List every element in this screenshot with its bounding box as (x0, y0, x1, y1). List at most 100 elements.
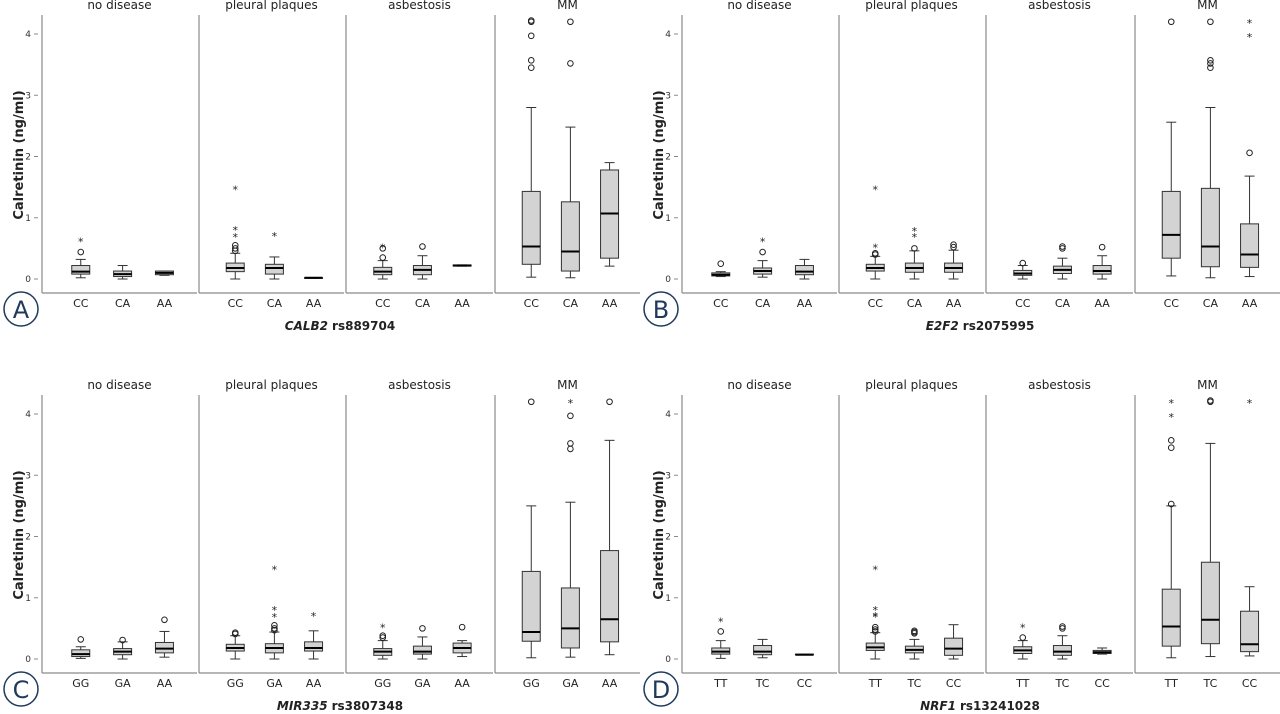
extreme-point: * (1247, 397, 1253, 410)
genotype-label: GA (266, 677, 283, 690)
genotype-label: GG (374, 677, 391, 690)
extreme-point: * (1169, 397, 1175, 410)
facet-title: no disease (87, 378, 151, 392)
box-CC: *** (225, 183, 245, 280)
box-iqr (304, 641, 324, 652)
y-tick-label: 4 (665, 410, 671, 420)
genotype-label: AA (602, 297, 618, 310)
box-GA: *** (264, 563, 284, 660)
genotype-label: TC (1055, 677, 1070, 690)
snp-id: rs13241028 (960, 699, 1040, 710)
box-CC: * (373, 242, 393, 280)
extreme-point: * (873, 610, 879, 623)
outlier-point (1059, 623, 1066, 630)
outlier-point (871, 623, 879, 631)
x-axis-label: MIR335 rs3807348 (277, 699, 403, 710)
outlier-point (1246, 149, 1253, 157)
extreme-point: * (380, 622, 386, 635)
genotype-label: AA (157, 677, 173, 690)
box-GG (225, 629, 245, 660)
box-iqr (1161, 588, 1181, 647)
genotype-label: CC (228, 297, 244, 310)
y-tick-label: 3 (665, 91, 671, 101)
outlier-point (379, 245, 387, 252)
facet-title: pleural plaques (865, 0, 958, 12)
facet-title: asbestosis (388, 0, 451, 12)
box-AA (154, 270, 174, 276)
facet-title: MM (1197, 0, 1218, 12)
genotype-label: CA (115, 297, 131, 310)
gene-name: E2F2 (926, 319, 959, 333)
y-axis-label: Calretinin (ng/ml) (12, 90, 27, 219)
outlier-point (1167, 444, 1175, 451)
box-AA (600, 162, 620, 267)
extreme-point: * (272, 563, 278, 576)
x-axis-label: NRF1 rs13241028 (920, 699, 1040, 710)
extreme-point: * (233, 231, 239, 244)
box-AA: * (304, 610, 324, 660)
genotype-label: TC (755, 677, 770, 690)
genotype-label: TT (713, 677, 728, 690)
genotype-label: CA (1055, 297, 1071, 310)
genotype-label: CC (797, 677, 813, 690)
genotype-label: CC (73, 297, 89, 310)
box-AA (452, 264, 472, 267)
genotype-label: TT (868, 677, 883, 690)
outlier-point (231, 242, 239, 249)
box-CC: * (1240, 397, 1260, 657)
facet-pleural-plaques: pleural plaques**CC**CA AA (838, 0, 984, 310)
outlier-point (1167, 18, 1175, 26)
box-iqr (794, 265, 814, 276)
genotype-label: GA (115, 677, 132, 690)
chart-panel-b: Calretinin (ng/ml) 0 1 2 3 4 no disease CC * CA AA… (643, 0, 1280, 333)
y-tick-label: 3 (25, 91, 31, 101)
extreme-point: * (272, 230, 278, 243)
genotype-label: AA (306, 677, 322, 690)
genotype-label: CC (868, 297, 884, 310)
box-TC (904, 627, 924, 660)
facet-no-disease: no disease CC * CA AA (681, 0, 837, 310)
box-iqr (1200, 187, 1220, 268)
facet-asbestosis: asbestosis * TT TC CC (985, 378, 1133, 690)
genotype-label: GA (562, 677, 579, 690)
outlier-point (1167, 500, 1175, 508)
panel-label-circle (643, 671, 679, 707)
outlier-point (1019, 634, 1027, 641)
genotype-label: CA (563, 297, 579, 310)
outlier-point (950, 241, 957, 248)
box-iqr (71, 265, 91, 275)
outlier-point (527, 64, 535, 71)
outlier-point (567, 60, 574, 67)
outlier-point (419, 625, 426, 632)
extreme-point: * (912, 225, 918, 238)
genotype-label: AA (454, 297, 470, 310)
box-GA (113, 636, 133, 660)
y-tick-label: 1 (25, 594, 31, 604)
panel-label: A (13, 296, 30, 324)
outlier-point (871, 628, 879, 635)
extreme-point: * (1247, 17, 1253, 30)
outlier-point (871, 249, 879, 257)
facet-MM: MM CC CA AA (494, 0, 640, 310)
y-axis-label: Calretinin (ng/ml) (12, 470, 27, 599)
facet-title: pleural plaques (225, 378, 318, 392)
extreme-point: * (233, 183, 239, 196)
extreme-point: * (1169, 411, 1175, 424)
outlier-point (379, 632, 387, 640)
facet-title: asbestosis (1028, 378, 1091, 392)
box-CC (521, 17, 541, 278)
outlier-point (1059, 243, 1066, 250)
panel-label-circle (3, 671, 39, 707)
box-iqr (600, 550, 620, 643)
genotype-label: AA (454, 677, 470, 690)
outlier-point (119, 636, 126, 644)
facet-title: MM (557, 378, 578, 392)
y-tick-label: 4 (25, 30, 31, 40)
outlier-point (567, 440, 574, 447)
y-tick-label: 4 (25, 410, 31, 420)
extreme-point: * (1247, 31, 1253, 44)
box-CC: ** (865, 183, 885, 280)
outlier-point (950, 243, 957, 251)
